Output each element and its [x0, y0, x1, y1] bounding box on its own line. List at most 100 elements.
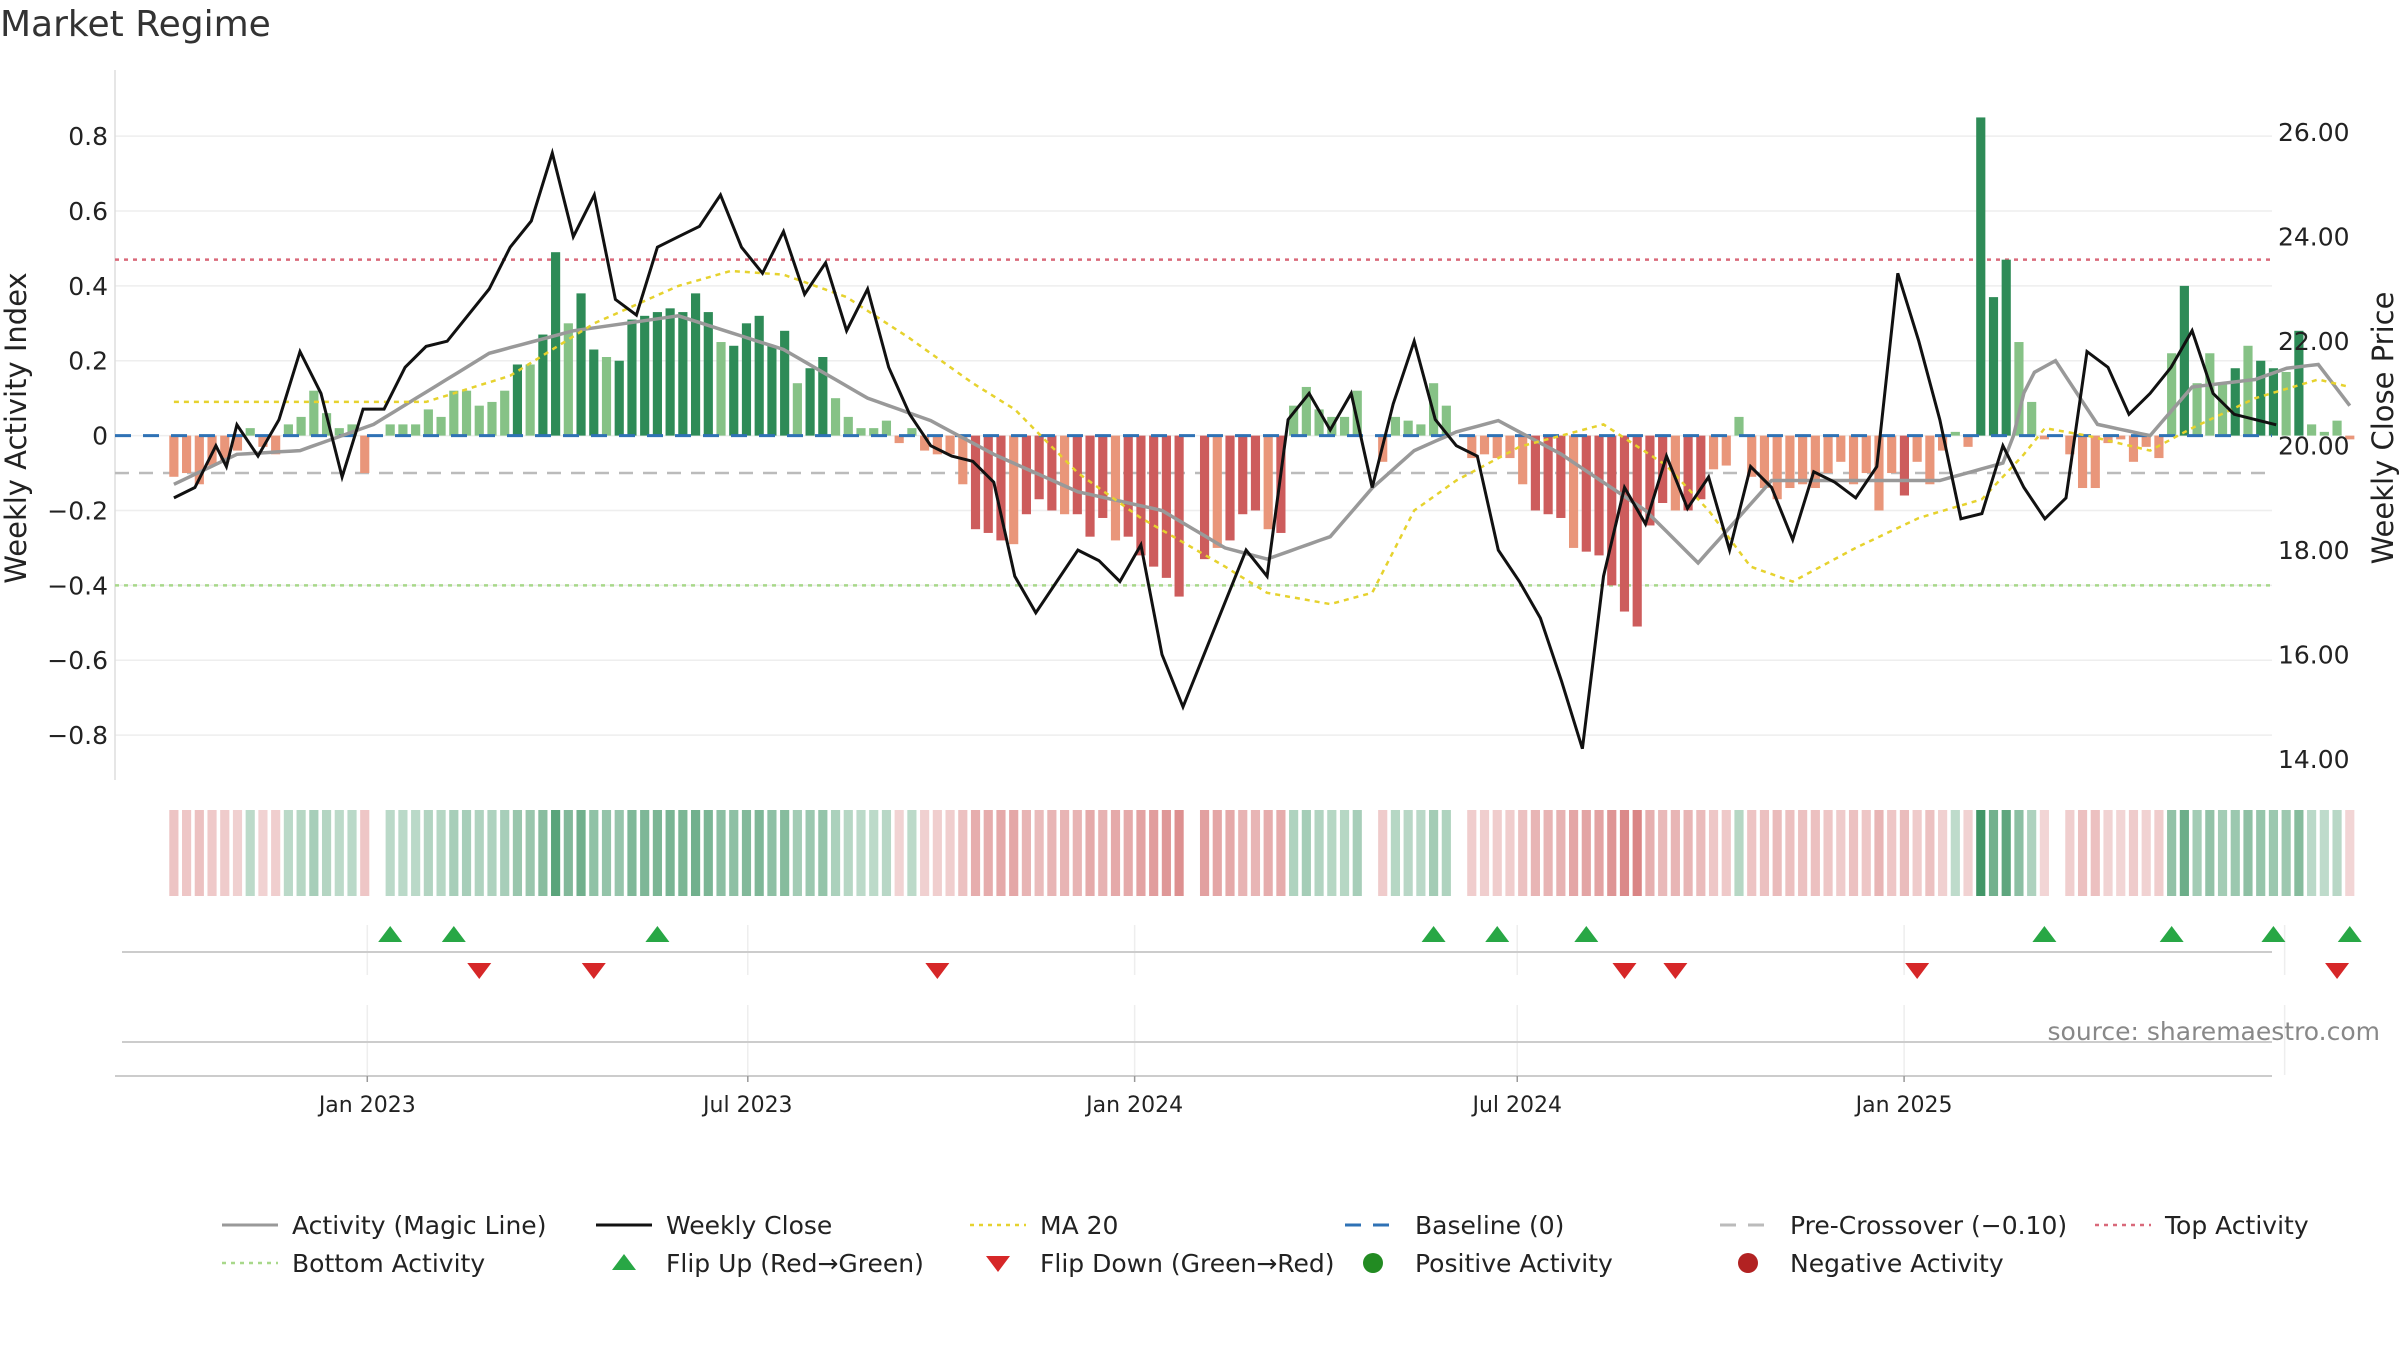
series-lines	[173, 147, 2352, 750]
activity-bar	[2027, 401, 2037, 436]
regime-strip-cell	[601, 810, 612, 896]
activity-bar	[1021, 435, 1032, 515]
legend-swatch	[1363, 1253, 1383, 1273]
activity-bar	[1988, 297, 1999, 436]
activity-bar	[792, 383, 802, 436]
activity-bar	[2065, 435, 2075, 455]
activity-bar	[2192, 383, 2202, 436]
activity-bar	[652, 312, 662, 436]
activity-bar	[1721, 435, 1731, 466]
activity-bar	[563, 323, 573, 436]
regime-strip-cell	[1314, 810, 1324, 896]
flip-up-marker	[1574, 926, 1599, 942]
activity-bar	[2014, 342, 2024, 436]
y2-tick-label: 16.00	[2278, 641, 2350, 670]
activity-bar	[461, 390, 472, 436]
regime-strip-cell	[321, 810, 332, 896]
regime-strip-cell	[843, 810, 853, 896]
x-tick-label: Jan 2024	[1084, 1093, 1183, 1118]
activity-bar	[2243, 345, 2253, 436]
activity-bar	[665, 308, 675, 436]
regime-strip-cell	[589, 810, 599, 896]
activity-bar	[1505, 435, 1515, 459]
activity-bar	[2128, 435, 2139, 462]
activity-bar	[2217, 383, 2228, 436]
activity-bar	[805, 368, 815, 436]
regime-strip-cell	[945, 810, 955, 896]
activity-bar	[1123, 435, 1133, 537]
regime-strip-cell	[881, 810, 892, 896]
activity-bar	[1963, 435, 1973, 447]
source-credit: source: sharemaestro.com	[2048, 1017, 2381, 1046]
regime-strip-cell	[563, 810, 573, 896]
legend-label: MA 20	[1040, 1211, 1118, 1240]
activity-bar	[1403, 420, 1413, 436]
regime-strip-cell	[792, 810, 802, 896]
activity-bar	[321, 413, 332, 436]
activity-bar	[614, 360, 624, 436]
flip-down-marker	[925, 963, 950, 979]
activity-bar	[1798, 435, 1808, 485]
regime-strip-cell	[207, 810, 217, 896]
flip-down-marker	[1905, 963, 1930, 979]
flip-down-marker	[1612, 963, 1637, 979]
regime-strip-cell	[1556, 810, 1566, 896]
regime-strip-cell	[1861, 810, 1871, 896]
activity-bar	[1581, 435, 1591, 552]
legend-label: Flip Down (Green→Red)	[1040, 1249, 1335, 1278]
regime-strip-cell	[1289, 810, 1299, 896]
regime-strip-cell	[1263, 810, 1273, 896]
regime-strip-cell	[1085, 810, 1095, 896]
y-axis-label: Weekly Activity Index	[0, 272, 33, 583]
legend-label: Flip Up (Red→Green)	[666, 1249, 924, 1278]
activity-bar	[1263, 435, 1273, 530]
activity-bar	[945, 435, 955, 455]
activity-bar	[1747, 435, 1757, 477]
regime-strip-cell	[1098, 810, 1108, 896]
regime-strip-cell	[1747, 810, 1757, 896]
regime-strip-cell	[1301, 810, 1311, 896]
activity-bar	[1034, 435, 1044, 500]
activity-bar	[1912, 435, 1922, 462]
regime-strip-cell	[818, 810, 828, 896]
activity-bar	[1645, 435, 1655, 526]
activity-bar	[2090, 435, 2100, 489]
activity-bar	[1810, 435, 1820, 489]
regime-strip-cell	[652, 810, 662, 896]
regime-strip-cell	[869, 810, 879, 896]
flip-down-marker	[2325, 963, 2350, 979]
regime-strip-cell	[894, 810, 904, 896]
regime-strip-cell	[1887, 810, 1897, 896]
activity-bar	[1060, 435, 1070, 515]
activity-bar	[1772, 435, 1782, 500]
regime-strip-cell	[1810, 810, 1820, 896]
legend-swatch	[612, 1254, 636, 1270]
activity-bar	[627, 319, 637, 436]
regime-strip-cell	[678, 810, 688, 896]
legend-swatch	[1738, 1253, 1758, 1273]
activity-bar	[754, 315, 764, 436]
y2-tick-label: 22.00	[2278, 327, 2350, 356]
regime-strip-cell	[1060, 810, 1070, 896]
regime-strip-cell	[1785, 810, 1795, 896]
regime-strip-cell	[2167, 810, 2177, 896]
activity-bar	[1950, 431, 1960, 436]
activity-bar	[271, 435, 281, 455]
regime-strip-cell	[627, 810, 637, 896]
activity-bar	[232, 435, 243, 451]
flip-down-marker	[467, 963, 492, 979]
flip-up-marker	[2032, 926, 2057, 942]
activity-bar	[194, 435, 204, 485]
activity-bar	[2307, 424, 2317, 436]
activity-bar	[500, 390, 510, 436]
activity-bar	[907, 428, 917, 436]
regime-strip-cell	[1658, 810, 1668, 896]
y2-tick-label: 24.00	[2278, 223, 2350, 252]
regime-strip-cell	[576, 810, 586, 896]
regime-strip-cell	[309, 810, 319, 896]
activity-bar	[640, 315, 650, 436]
activity-bar	[1009, 435, 1019, 545]
activity-bar	[589, 349, 599, 436]
regime-strip-cell	[1467, 810, 1477, 896]
regime-strip-cell	[1798, 810, 1808, 896]
